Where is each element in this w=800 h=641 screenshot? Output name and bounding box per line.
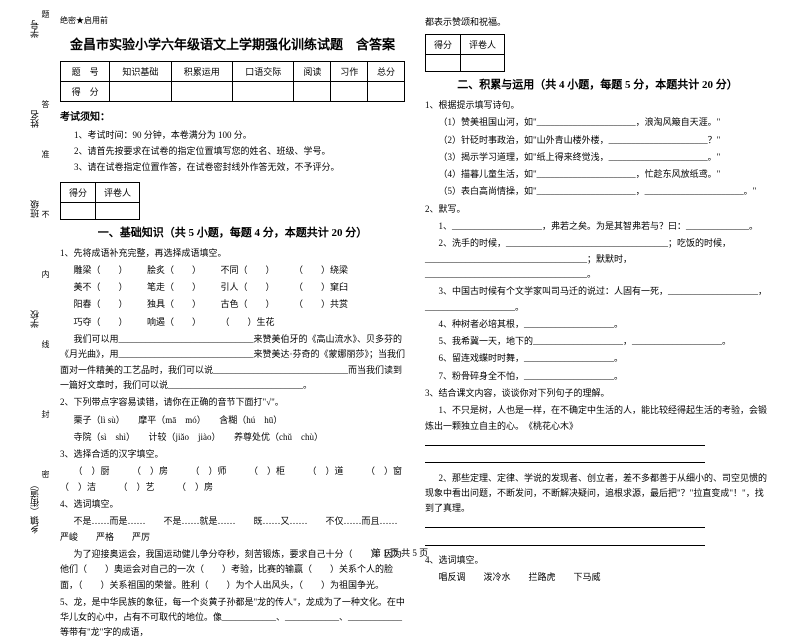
q4-head: 4、选词填空。 <box>60 497 405 512</box>
th: 积累运用 <box>171 62 232 82</box>
notice-list: 1、考试时间：90 分钟，本卷满分为 100 分。 2、请首先按要求在试卷的指定… <box>60 127 405 176</box>
binding-marker: 密 <box>40 470 51 482</box>
binding-marker: 答 <box>40 100 51 112</box>
recite-item: 4、种树者必培其根，____________________。 <box>425 317 770 332</box>
recite-item: 5、我希冀一天，地下的____________________，________… <box>425 334 770 349</box>
grader-label: 评卷人 <box>96 182 140 202</box>
score-cell <box>61 202 96 219</box>
q2-row: 寺院（sì shì） 计较（jiǎo jiào） 养尊处优（chǔ chù） <box>60 430 405 445</box>
binding-label: 乡镇（街道） <box>28 480 41 534</box>
q2-4-opts: 唱反调 泼冷水 拦路虎 下马威 <box>425 570 770 585</box>
page-footer: 第 1 页 共 5 页 <box>0 546 800 559</box>
binding-marker: 题 <box>40 10 51 22</box>
binding-marker: 内 <box>40 270 51 282</box>
continuation-text: 都表示赞颂和祝福。 <box>425 15 770 28</box>
left-column: 绝密★启用前 金昌市实验小学六年级语文上学期强化训练试题 含答案 题 号 知识基… <box>50 15 415 540</box>
binding-label: 姓名 <box>28 110 41 128</box>
secret-label: 绝密★启用前 <box>60 15 405 26</box>
section2-title: 二、积累与运用（共 4 小题，每题 5 分，本题共计 20 分） <box>425 76 770 92</box>
notice-head: 考试须知： <box>60 108 405 123</box>
idiom-row: 美不（ ） 笔走（ ） 引人（ ） （ ）窠臼 <box>60 280 405 295</box>
th: 总分 <box>368 62 405 82</box>
q2-3-head: 3、结合课文内容，谈谈你对下列句子的理解。 <box>425 386 770 401</box>
poem-item: （3）揭示学习道理，如"纸上得来终觉浅，____________________… <box>425 150 770 165</box>
idiom-row: 阳春（ ） 独具（ ） 古色（ ） （ ）共赏 <box>60 297 405 312</box>
grader-cell <box>461 55 505 72</box>
td <box>171 82 232 102</box>
section1-title: 一、基础知识（共 5 小题，每题 4 分，本题共计 20 分） <box>60 224 405 240</box>
recite-item: 3、中国古时候有个文学家叫司马迁的说过：人固有一死，______________… <box>425 284 770 315</box>
grader-cell <box>96 202 140 219</box>
td <box>294 82 331 102</box>
binding-label: 学号 <box>28 20 41 38</box>
section-score-box: 得分 评卷人 <box>60 182 140 220</box>
right-column: 都表示赞颂和祝福。 得分 评卷人 二、积累与运用（共 4 小题，每题 5 分，本… <box>415 15 780 540</box>
notice-item: 3、请在试卷指定位置作答，在试卷密封线外作答无效，不予评分。 <box>74 159 405 175</box>
q2-row: 栗子（lì sù） 摩平（mā mó） 含糊（hú hū） <box>60 413 405 428</box>
score-cell <box>426 55 461 72</box>
poem-item: （2）针砭时事政治，如"山外青山楼外楼，____________________… <box>425 133 770 148</box>
td <box>331 82 368 102</box>
binding-label: 学校 <box>28 310 41 328</box>
exam-title: 金昌市实验小学六年级语文上学期强化训练试题 含答案 <box>60 34 405 53</box>
q1-paragraph: 我们可以用______________________________来赞美伯牙… <box>60 332 405 393</box>
score-label: 得分 <box>61 182 96 202</box>
idiom-row: 雕梁（ ） 脍炙（ ） 不同（ ） （ ）绕梁 <box>60 263 405 278</box>
th: 题 号 <box>61 62 110 82</box>
th: 习作 <box>331 62 368 82</box>
q4-opts: 不是……而是…… 不是……就是…… 既……又…… 不仅……而且…… 严峻 严格 … <box>60 514 405 545</box>
th: 阅读 <box>294 62 331 82</box>
notice-item: 2、请首先按要求在试卷的指定位置填写您的姓名、班级、学号。 <box>74 143 405 159</box>
td <box>232 82 293 102</box>
notice-item: 1、考试时间：90 分钟，本卷满分为 100 分。 <box>74 127 405 143</box>
binding-marker: 线 <box>40 340 51 352</box>
page-container: 绝密★启用前 金昌市实验小学六年级语文上学期强化训练试题 含答案 题 号 知识基… <box>0 0 800 540</box>
q2-3-p2: 2、那些定理、定律、学说的发现者、创立者，差不多都善于从细小的、司空见惯的现象中… <box>425 471 770 517</box>
recite-item: 1、____________________，弗若之矣。为是其智弗若与？曰：__… <box>425 219 770 234</box>
idiom-row: 巧夺（ ） 响遏（ ） （ ）生花 <box>60 315 405 330</box>
answer-blank <box>425 536 705 546</box>
answer-blank <box>425 518 705 528</box>
section2-content: 1、根据提示填写诗句。 （1）赞美祖国山河，如"________________… <box>425 98 770 586</box>
td <box>110 82 171 102</box>
score-label: 得分 <box>426 35 461 55</box>
score-summary-table: 题 号 知识基础 积累运用 口语交际 阅读 习作 总分 得 分 <box>60 61 405 102</box>
q3-head: 3、选择合适的汉字填空。 <box>60 447 405 462</box>
recite-item: 7、粉骨碎身全不怕，____________________。 <box>425 369 770 384</box>
section-score-box: 得分 评卷人 <box>425 34 505 72</box>
answer-blank <box>425 436 705 446</box>
answer-blank <box>425 453 705 463</box>
poem-item: （5）表白高尚情操，如"______________________，_____… <box>425 184 770 199</box>
binding-marker: 不 <box>40 210 51 222</box>
q3-row: （ ）厨 （ ）房 （ ）师 （ ）柜 （ ）道 （ ）窗 （ ）洁 （ ）艺 … <box>60 464 405 495</box>
binding-column: 学号 姓名 班级 学校 乡镇（街道） 题 答 准 不 内 线 封 密 <box>10 0 45 540</box>
binding-marker: 准 <box>40 150 51 162</box>
q2-head: 2、下列带点字容易读错，请你在正确的音节下面打"√"。 <box>60 395 405 410</box>
th: 知识基础 <box>110 62 171 82</box>
td <box>368 82 405 102</box>
q2-1-head: 1、根据提示填写诗句。 <box>425 98 770 113</box>
recite-item: 6、留连戏蝶时时舞，____________________。 <box>425 351 770 366</box>
th: 口语交际 <box>232 62 293 82</box>
grader-label: 评卷人 <box>461 35 505 55</box>
recite-item: 2、洗手的时候，________________________________… <box>425 236 770 282</box>
q5-head: 5、龙，是中华民族的象征，每一个炎黄子孙都是"龙的传人"，龙成为了一种文化。在中… <box>60 595 405 641</box>
q2-3-p: 1、不只是树，人也是一样，在不确定中生活的人，能比较经得起生活的考验，会锻炼出一… <box>425 403 770 434</box>
poem-item: （4）描暮儿童生活，如"______________________，忙趁东风放… <box>425 167 770 182</box>
td: 得 分 <box>61 82 110 102</box>
section1-content: 1、先将成语补充完整，再选择成语填空。 雕梁（ ） 脍炙（ ） 不同（ ） （ … <box>60 246 405 641</box>
poem-item: （1）赞美祖国山河，如"______________________，浪淘风簸自… <box>425 115 770 130</box>
binding-marker: 封 <box>40 410 51 422</box>
q1-head: 1、先将成语补充完整，再选择成语填空。 <box>60 246 405 261</box>
q2-2-head: 2、默写。 <box>425 202 770 217</box>
